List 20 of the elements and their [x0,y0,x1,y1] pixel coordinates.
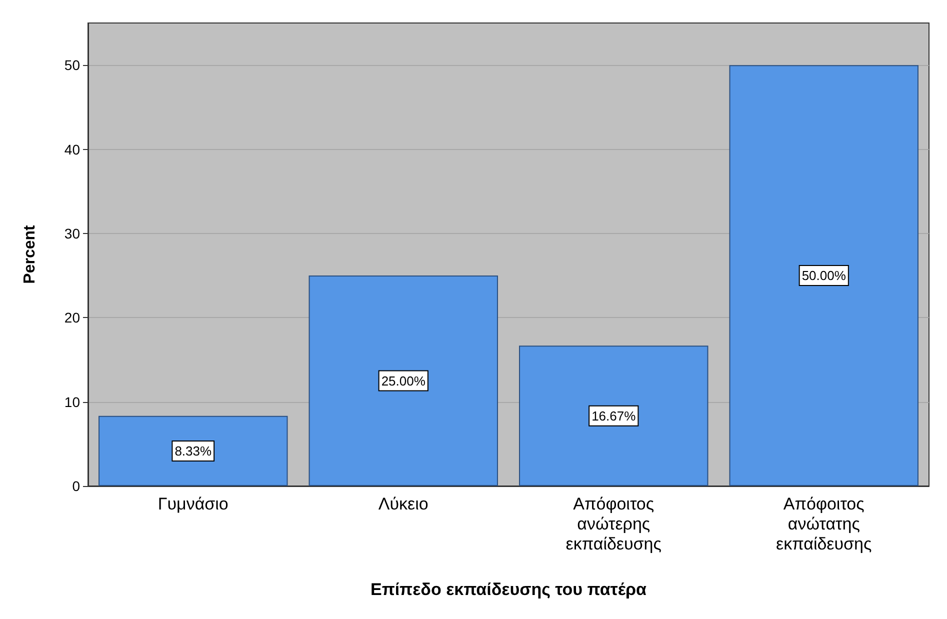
bar [519,346,708,486]
x-tick-label: Απόφοιτος ανώτατης εκπαίδευσης [776,494,872,554]
x-tick-label: Απόφοιτος ανώτερης εκπαίδευσης [566,494,662,554]
data-label: 16.67% [592,408,636,424]
data-label: 25.00% [381,373,426,388]
data-label: 50.00% [802,268,846,284]
y-tick-label: 10 [64,394,80,410]
y-tick-label: 40 [64,141,80,158]
y-tick-label: 30 [64,225,80,242]
x-tick-label: Γυμνάσιο [158,494,228,514]
y-axis-title: Percent [22,224,38,284]
y-tick-label: 20 [64,310,80,326]
x-axis-title: Επίπεδο εκπαίδευσης του πατέρα [370,580,648,599]
bar [98,416,288,486]
bar [729,65,918,486]
y-tick-label: 50 [64,57,80,74]
x-tick-label: Λύκειο [378,494,428,514]
y-tick-label: 0 [72,478,80,494]
bar [308,276,498,486]
data-label: 8.33% [174,443,212,458]
